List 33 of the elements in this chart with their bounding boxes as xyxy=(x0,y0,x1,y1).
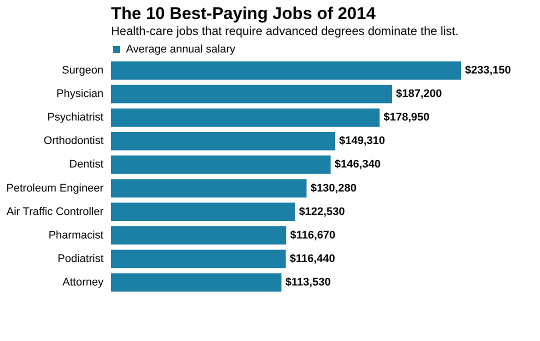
y-tick-label: Attorney xyxy=(62,276,104,288)
bar xyxy=(111,132,336,150)
y-tick-label: Pharmacist xyxy=(48,229,104,242)
y-tick-label: Physician xyxy=(56,88,104,100)
data-label: $146,340 xyxy=(334,158,381,171)
y-tick-label: Psychiatrist xyxy=(47,112,104,124)
data-label: $233,150 xyxy=(465,64,511,77)
chart-title: The 10 Best-Paying Jobs of 2014 xyxy=(111,4,376,23)
bar xyxy=(111,273,282,292)
data-label: $113,530 xyxy=(285,276,331,288)
y-tick-label: Surgeon xyxy=(62,64,104,77)
y-tick-label: Petroleum Engineer xyxy=(6,182,104,194)
y-tick-label: Air Traffic Controller xyxy=(6,206,104,218)
bar xyxy=(111,250,286,268)
data-label: $149,310 xyxy=(339,135,386,148)
y-tick-label: Orthodontist xyxy=(44,135,104,148)
data-label: $116,670 xyxy=(290,229,336,242)
data-label: $187,200 xyxy=(396,88,442,100)
bar xyxy=(111,61,461,80)
y-tick-label: Podiatrist xyxy=(58,252,104,265)
y-tick-label: Dentist xyxy=(69,158,104,171)
bar xyxy=(111,156,331,174)
bar xyxy=(111,226,286,245)
bar xyxy=(111,84,392,104)
bar xyxy=(111,108,380,127)
legend-label: Average annual salary xyxy=(126,44,236,56)
data-label: $116,440 xyxy=(290,252,336,265)
bar xyxy=(111,202,295,222)
data-label: $130,280 xyxy=(310,182,356,194)
chart-subtitle: Health-care jobs that require advanced degrees dominate the list. xyxy=(111,24,459,38)
bar xyxy=(111,179,307,198)
data-label: $178,950 xyxy=(384,112,430,124)
data-label: $122,530 xyxy=(298,206,345,218)
